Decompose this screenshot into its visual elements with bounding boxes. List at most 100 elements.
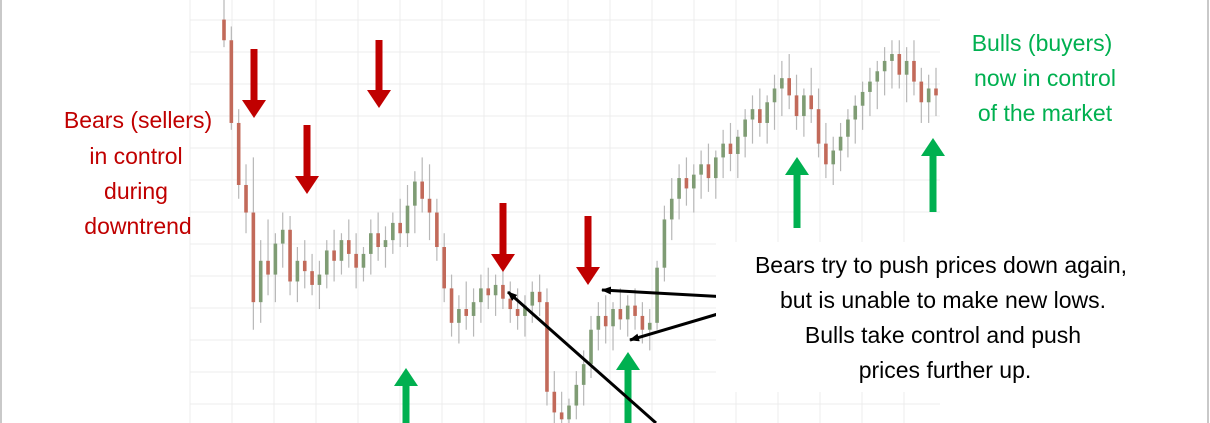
bulls-text-line-2: now in control	[974, 65, 1116, 91]
candle-body	[919, 81, 924, 103]
candle-body	[816, 109, 821, 144]
candle-body	[449, 288, 454, 323]
pointer-line-1	[601, 286, 729, 299]
candle-body	[596, 315, 601, 330]
bears-annotation: Bears (sellers) in control during downtr…	[64, 107, 212, 239]
pointer-lines	[507, 286, 729, 423]
candle-body	[236, 122, 241, 185]
candle-body	[361, 253, 366, 268]
candle-body	[405, 205, 410, 234]
candle-body	[479, 288, 483, 303]
candle-body	[339, 240, 344, 261]
candle-body	[589, 329, 593, 365]
candle-body	[743, 119, 747, 137]
candle-body	[398, 222, 402, 234]
middle-annotation: Bears try to push prices down again, but…	[716, 242, 1152, 392]
candle-body	[302, 260, 307, 272]
candle-body	[912, 60, 916, 82]
candle-body	[853, 105, 858, 120]
candle-body	[295, 260, 300, 282]
middle-annotation-background	[716, 242, 1152, 392]
candle-body	[868, 81, 872, 92]
candle-body	[904, 60, 909, 75]
bull-arrow-1-head	[394, 368, 418, 386]
candle-body	[691, 174, 696, 189]
candle-body	[926, 88, 931, 103]
bear-arrow-4-head	[491, 254, 515, 272]
candles	[222, 0, 938, 423]
candle-body	[427, 198, 432, 213]
candle-body	[288, 229, 292, 282]
candle-body	[611, 309, 615, 327]
bull-arrow-2-head	[616, 352, 640, 370]
bull-arrow-3-head	[785, 157, 809, 175]
candle-body	[530, 291, 535, 306]
candle-body	[493, 284, 498, 296]
candle-body	[890, 54, 894, 61]
left-border	[0, 0, 2, 423]
candle-body	[669, 198, 674, 220]
candle-body	[383, 240, 388, 248]
candle-body	[346, 240, 351, 254]
candle-body	[838, 136, 843, 151]
candle-body	[559, 412, 564, 420]
candle-body	[332, 250, 336, 261]
middle-text-line-3: Bulls take control and push	[805, 322, 1081, 348]
candle-body	[435, 212, 439, 248]
candle-body	[457, 309, 461, 323]
candle-body	[802, 95, 806, 117]
candle-body	[391, 222, 395, 241]
middle-text-line-4: prices further up.	[859, 357, 1032, 383]
candle-body	[244, 184, 248, 213]
pointer-line-2	[629, 309, 729, 342]
candle-body	[574, 384, 579, 406]
candle-body	[537, 291, 542, 303]
candle-body	[552, 391, 557, 413]
middle-text-line-2: but is unable to make new lows.	[780, 287, 1106, 313]
bears-text-line-4: downtrend	[84, 213, 191, 239]
candle-body	[684, 178, 689, 189]
bull-arrow-4-head	[921, 138, 945, 156]
candle-body	[324, 250, 329, 275]
candle-body	[662, 219, 667, 268]
bear-arrow-3-shaft	[375, 40, 383, 92]
candle-body	[699, 164, 703, 175]
candle-body	[222, 19, 226, 41]
candle-body	[273, 243, 278, 275]
candle-body	[581, 364, 586, 385]
candle-body	[831, 150, 836, 165]
candle-body	[354, 253, 358, 268]
bears-text-line-3: during	[104, 178, 168, 204]
candle-body	[765, 102, 769, 123]
bears-text-line-1: Bears (sellers)	[64, 107, 212, 133]
bears-text-line-2: in control	[89, 143, 182, 169]
candle-body	[369, 233, 373, 254]
candle-body	[647, 322, 652, 330]
candle-body	[875, 71, 880, 82]
right-border	[1207, 0, 1209, 423]
candle-body	[317, 274, 322, 285]
candle-body	[618, 309, 623, 320]
bear-arrow-4-shaft	[499, 203, 507, 256]
candle-body	[625, 305, 630, 320]
candle-body	[677, 178, 681, 199]
candle-body	[809, 95, 814, 110]
candle-body	[567, 405, 571, 420]
candle-body	[523, 305, 527, 316]
candle-body	[706, 164, 711, 179]
candle-body	[515, 309, 520, 316]
candle-body	[266, 260, 270, 275]
candle-body	[508, 298, 513, 310]
candle-body	[772, 88, 777, 103]
bull-arrow-4-shaft	[929, 154, 937, 212]
arrow-markers	[242, 40, 945, 423]
candle-body	[251, 212, 256, 303]
candle-body	[229, 40, 234, 123]
bear-arrow-5-head	[576, 267, 600, 285]
candle-body	[280, 229, 285, 244]
candle-body	[794, 95, 799, 117]
candle-body	[736, 136, 740, 154]
candle-body	[655, 267, 659, 323]
pointer-line-3	[507, 290, 657, 423]
